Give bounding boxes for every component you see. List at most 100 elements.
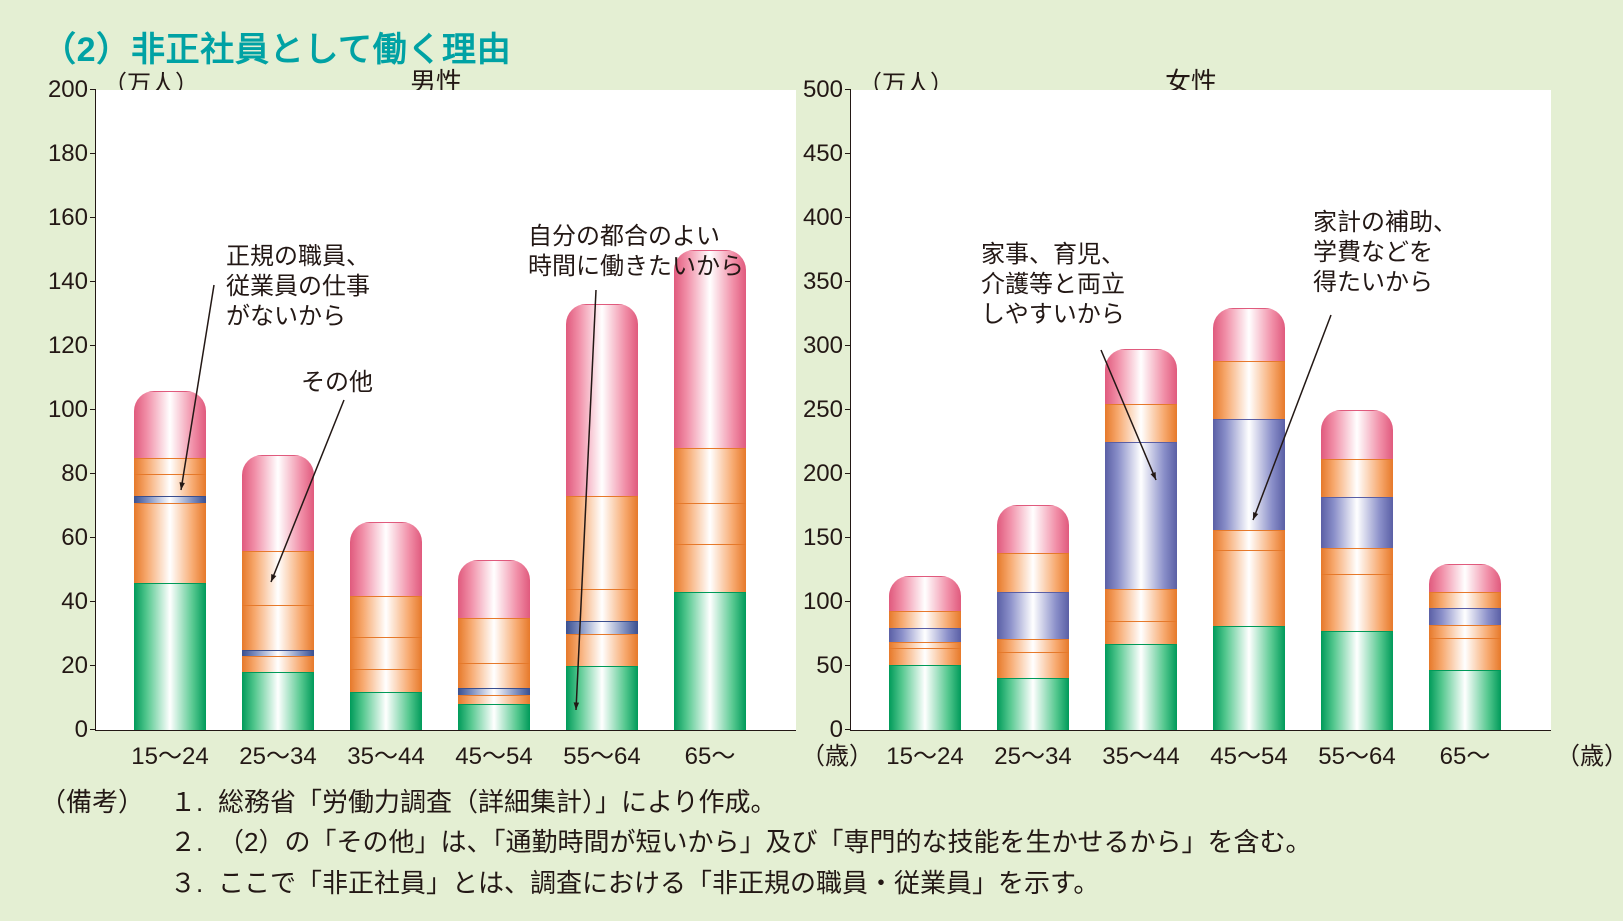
bar-segment: [242, 551, 314, 605]
bar-segment: [1213, 308, 1285, 362]
bar-segment: [1105, 442, 1177, 589]
bar: [889, 576, 961, 730]
ytick-mark: [845, 537, 851, 538]
ytick-mark: [845, 729, 851, 730]
note-number: １.: [170, 782, 218, 822]
callout-label: 正規の職員、 従業員の仕事 がないから: [226, 242, 370, 332]
ytick-mark: [90, 409, 96, 410]
ytick-mark: [845, 601, 851, 602]
ytick-label: 200: [28, 76, 96, 104]
xtick-label: 45～54: [455, 730, 532, 771]
ytick-label: 500: [783, 76, 851, 104]
bar-segment: [674, 592, 746, 730]
ytick-mark: [845, 345, 851, 346]
note-text: （2）の「その他」は、「通勤時間が短いから」及び「専門的な技能を生かせるから」を…: [218, 822, 1311, 862]
note-text: ここで「非正社員」とは、調査における「非正規の職員・従業員」を示す。: [218, 863, 1099, 903]
bar-segment: [242, 672, 314, 730]
bar-segment: [1429, 608, 1501, 625]
bar-segment: [458, 695, 530, 705]
ytick-mark: [90, 153, 96, 154]
ytick-mark: [90, 601, 96, 602]
ytick-label: 120: [28, 332, 96, 360]
bar: [1321, 410, 1393, 730]
note-number: ２.: [170, 822, 218, 862]
bar-segment: [889, 611, 961, 628]
bar-segment: [1105, 589, 1177, 621]
bar-segment: [350, 596, 422, 638]
note-number: ３.: [170, 863, 218, 903]
ytick-mark: [90, 729, 96, 730]
bar-segment: [1429, 638, 1501, 670]
bar-segment: [997, 639, 1069, 652]
bar-segment: [1213, 530, 1285, 549]
left-chart: 02040608010012014016018020015～2425～3435～…: [95, 90, 796, 731]
bar-segment: [566, 666, 638, 730]
ytick-label: 250: [783, 396, 851, 424]
bar-segment: [889, 665, 961, 730]
bar: [350, 522, 422, 730]
bar-segment: [1321, 574, 1393, 632]
ytick-mark: [90, 345, 96, 346]
ytick-mark: [845, 281, 851, 282]
bar-segment: [1429, 564, 1501, 592]
bar-segment: [1429, 592, 1501, 609]
ytick-label: 450: [783, 140, 851, 168]
bar-segment: [889, 628, 961, 642]
bar-segment: [458, 560, 530, 618]
bar-segment: [566, 621, 638, 634]
bar: [458, 560, 530, 730]
xtick-label: 65～: [1440, 730, 1491, 771]
ytick-mark: [845, 217, 851, 218]
ytick-mark: [845, 153, 851, 154]
bar-segment: [242, 656, 314, 672]
bar-segment: [350, 637, 422, 669]
callout-label: 家事、育児、 介護等と両立 しやすいから: [981, 240, 1125, 330]
note-text: 総務省「労働力調査（詳細集計）」により作成。: [218, 782, 776, 822]
bar-segment: [458, 704, 530, 730]
ytick-label: 100: [28, 396, 96, 424]
bar: [1429, 564, 1501, 730]
xtick-label: 35～44: [1102, 730, 1179, 771]
bar-segment: [566, 496, 638, 589]
bar-segment: [674, 448, 746, 502]
bar-segment: [997, 505, 1069, 554]
ytick-mark: [90, 473, 96, 474]
bar-segment: [1213, 626, 1285, 730]
xtick-label: 65～: [685, 730, 736, 771]
bar-segment: [566, 589, 638, 621]
bar-segment: [1321, 631, 1393, 730]
ytick-label: 80: [28, 460, 96, 488]
bar-segment: [566, 634, 638, 666]
bar-segment: [1429, 625, 1501, 638]
ytick-mark: [90, 217, 96, 218]
bar-segment: [350, 669, 422, 691]
bar-segment: [997, 678, 1069, 730]
bar: [1105, 349, 1177, 730]
ytick-label: 350: [783, 268, 851, 296]
bar: [997, 505, 1069, 730]
bar-segment: [134, 474, 206, 496]
ytick-label: 200: [783, 460, 851, 488]
bar-segment: [134, 458, 206, 474]
ytick-mark: [845, 409, 851, 410]
ytick-label: 60: [28, 524, 96, 552]
bar-segment: [1105, 404, 1177, 442]
ytick-label: 400: [783, 204, 851, 232]
bar-segment: [997, 652, 1069, 678]
ytick-mark: [90, 89, 96, 90]
bar: [1213, 308, 1285, 730]
ytick-mark: [845, 473, 851, 474]
notes: （備考） １. 総務省「労働力調査（詳細集計）」により作成。 ２. （2）の「そ…: [40, 782, 1311, 903]
callout-label: 家計の補助、 学費などを 得たいから: [1313, 208, 1457, 298]
bar-segment: [1321, 459, 1393, 497]
bar-segment: [997, 592, 1069, 639]
bar-segment: [1321, 497, 1393, 548]
bar-segment: [566, 304, 638, 496]
bar-segment: [134, 583, 206, 730]
xtick-label: 25～34: [239, 730, 316, 771]
bar-segment: [458, 618, 530, 663]
bar-segment: [134, 496, 206, 502]
bar-segment: [1321, 410, 1393, 459]
callout-label: 自分の都合のよい 時間に働きたいから: [528, 222, 744, 282]
ytick-label: 40: [28, 588, 96, 616]
